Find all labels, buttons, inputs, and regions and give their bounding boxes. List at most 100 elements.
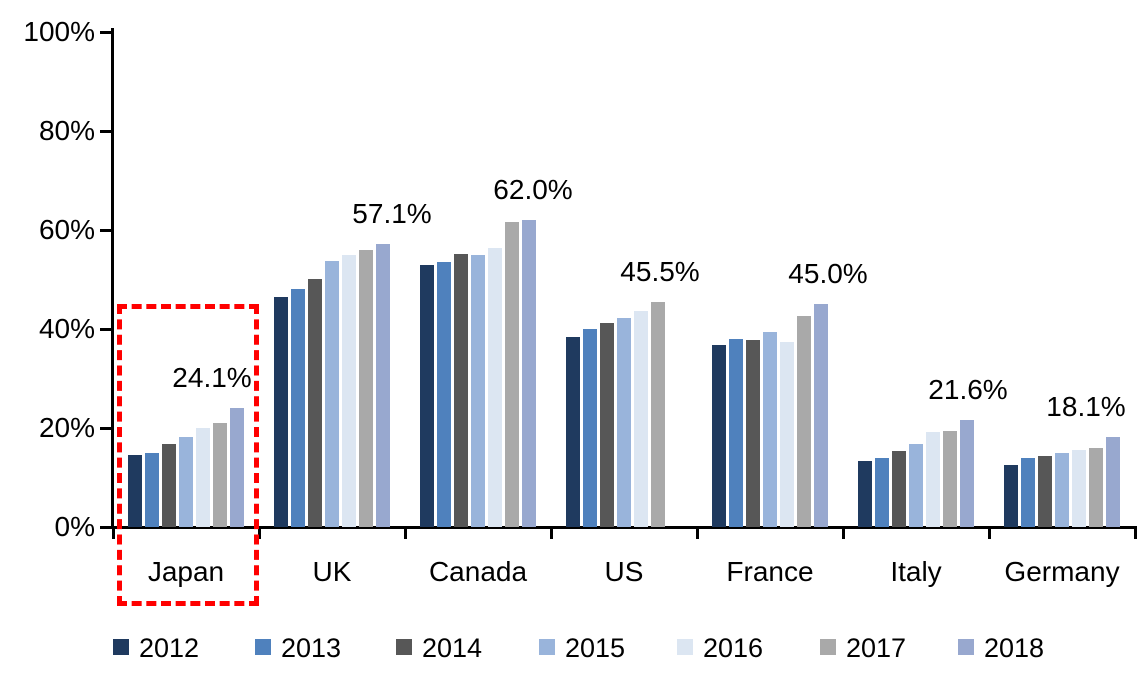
bar-canada-2018 <box>522 220 536 527</box>
bar-italy-2013 <box>875 457 889 527</box>
bar-uk-2018 <box>376 244 390 527</box>
legend-label-2013: 2013 <box>281 633 342 663</box>
bar-group-germany <box>989 32 1135 527</box>
y-axis-tick-mark <box>100 526 112 529</box>
x-axis-tick-mark <box>550 527 553 539</box>
bar-germany-2017 <box>1089 447 1103 527</box>
category-label-germany: Germany <box>1004 556 1120 587</box>
x-axis-tick-mark <box>258 527 261 539</box>
y-axis-tick-label: 0% <box>54 511 95 542</box>
bar-japan-2015 <box>179 437 193 527</box>
bar-canada-2014 <box>454 253 468 527</box>
bar-japan-2016 <box>196 427 210 527</box>
bar-germany-2018 <box>1106 437 1120 527</box>
bar-germany-2012 <box>1004 464 1018 527</box>
bar-uk-2017 <box>359 249 373 527</box>
bar-uk-2013 <box>291 289 305 527</box>
y-axis-tick-label: 60% <box>38 214 95 245</box>
bar-italy-2012 <box>858 460 872 527</box>
category-label-uk: UK <box>312 556 352 587</box>
bar-uk-2014 <box>308 279 322 527</box>
bar-france-2018 <box>814 304 828 527</box>
bar-group-italy <box>843 32 989 527</box>
peak-label-france: 45.0% <box>788 258 868 290</box>
x-axis-tick-mark <box>988 527 991 539</box>
bar-canada-2017 <box>505 222 519 527</box>
bar-canada-2013 <box>437 261 451 527</box>
bar-germany-2015 <box>1055 453 1069 527</box>
bar-us-2017 <box>651 301 665 527</box>
x-axis-tick-mark <box>1134 527 1137 539</box>
x-axis-tick-mark <box>112 527 115 539</box>
y-axis-tick-mark <box>100 31 112 34</box>
bar-france-2013 <box>729 339 743 527</box>
bar-france-2012 <box>712 344 726 527</box>
category-label-japan: Japan <box>147 556 225 587</box>
y-axis-tick-mark <box>100 229 112 232</box>
bar-germany-2014 <box>1038 456 1052 527</box>
bar-france-2014 <box>746 339 760 527</box>
bar-italy-2015 <box>909 443 923 527</box>
legend-label-2018: 2018 <box>984 633 1045 663</box>
bar-italy-2018 <box>960 420 974 527</box>
y-axis-tick-mark <box>100 427 112 430</box>
peak-label-canada: 62.0% <box>493 174 573 206</box>
bar-japan-2012 <box>128 454 142 527</box>
y-axis-tick-mark <box>100 130 112 133</box>
bar-us-2014 <box>600 323 614 527</box>
bar-italy-2016 <box>926 431 940 527</box>
x-axis-line <box>111 526 1137 529</box>
bar-us-2015 <box>617 317 631 527</box>
bar-germany-2016 <box>1072 450 1086 527</box>
bar-canada-2016 <box>488 247 502 527</box>
legend-swatch-2017 <box>820 639 836 655</box>
bar-japan-2013 <box>145 452 159 527</box>
x-axis-tick-mark <box>404 527 407 539</box>
bar-uk-2015 <box>325 261 339 527</box>
legend-swatch-2016 <box>677 639 693 655</box>
peak-label-us: 45.5% <box>620 255 700 287</box>
bar-us-2013 <box>583 328 597 527</box>
bar-france-2017 <box>797 316 811 527</box>
legend-label-2012: 2012 <box>139 633 200 663</box>
legend-swatch-2014 <box>396 639 412 655</box>
bar-germany-2013 <box>1021 458 1035 527</box>
japan-highlight-dashed-box <box>117 304 259 606</box>
y-axis-tick-mark <box>100 328 112 331</box>
legend-label-2016: 2016 <box>703 633 764 663</box>
bar-uk-2016 <box>342 255 356 527</box>
bar-us-2012 <box>566 336 580 527</box>
bar-japan-2017 <box>213 423 227 527</box>
legend-swatch-2015 <box>539 639 555 655</box>
bar-canada-2012 <box>420 264 434 527</box>
y-axis-tick-label: 20% <box>38 412 95 443</box>
peak-label-italy: 21.6% <box>928 374 1008 406</box>
peak-label-uk: 57.1% <box>352 198 432 230</box>
y-axis-tick-label: 40% <box>38 313 95 344</box>
legend-label-2014: 2014 <box>422 633 483 663</box>
x-axis-tick-mark <box>842 527 845 539</box>
bar-group-canada <box>405 32 551 527</box>
y-axis-line <box>111 28 114 529</box>
category-label-france: France <box>726 556 814 587</box>
bar-group-japan <box>113 32 259 527</box>
bar-group-us <box>551 32 697 527</box>
bar-france-2015 <box>763 331 777 527</box>
peak-label-japan: 24.1% <box>172 361 252 393</box>
bar-italy-2017 <box>943 430 957 527</box>
bar-japan-2014 <box>162 444 176 527</box>
legend-label-2015: 2015 <box>565 633 626 663</box>
category-label-us: US <box>604 556 644 587</box>
bar-group-france <box>697 32 843 527</box>
peak-label-germany: 18.1% <box>1046 391 1126 423</box>
x-axis-tick-mark <box>696 527 699 539</box>
y-axis-tick-label: 100% <box>23 16 95 47</box>
bar-uk-2012 <box>274 296 288 527</box>
legend-swatch-2013 <box>255 639 271 655</box>
bar-japan-2018 <box>230 407 244 527</box>
bar-france-2016 <box>780 341 794 527</box>
bar-us-2016 <box>634 310 648 527</box>
category-label-canada: Canada <box>428 556 528 587</box>
bar-canada-2015 <box>471 255 485 527</box>
